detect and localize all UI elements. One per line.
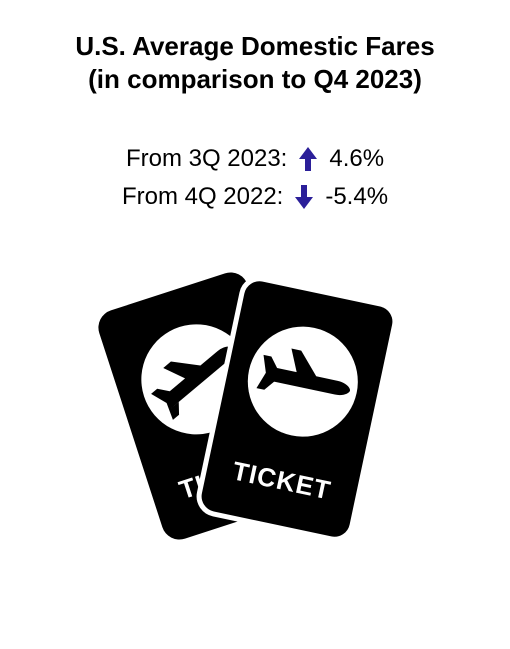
stat-label: From 3Q 2023:	[126, 145, 287, 173]
stat-value: 4.6%	[329, 145, 384, 173]
arrow-up-path	[299, 147, 317, 171]
stats-block: From 3Q 2023: 4.6% From 4Q 2022: -5.4%	[0, 145, 510, 211]
infographic-container: U.S. Average Domestic Fares (in comparis…	[0, 0, 510, 649]
page-title: U.S. Average Domestic Fares (in comparis…	[0, 30, 510, 95]
title-line-2: (in comparison to Q4 2023)	[0, 63, 510, 96]
arrow-down-path	[295, 185, 313, 209]
stat-row-3q2023: From 3Q 2023: 4.6%	[126, 145, 384, 173]
arrow-up-icon	[293, 145, 323, 173]
tickets-icon: TICKET TICKET	[85, 241, 425, 561]
arrow-down-icon	[289, 183, 319, 211]
stat-label: From 4Q 2022:	[122, 183, 283, 211]
tickets-illustration: TICKET TICKET	[0, 241, 510, 571]
stat-row-4q2022: From 4Q 2022: -5.4%	[122, 183, 388, 211]
title-line-1: U.S. Average Domestic Fares	[0, 30, 510, 63]
stat-value: -5.4%	[325, 183, 388, 211]
